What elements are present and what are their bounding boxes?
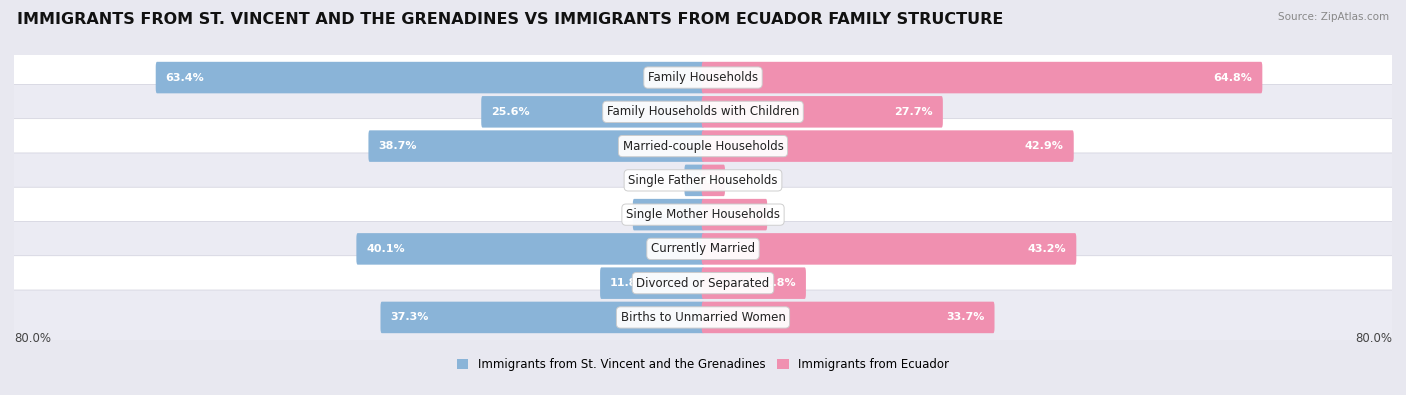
Text: 80.0%: 80.0% <box>14 332 51 345</box>
Text: 63.4%: 63.4% <box>166 73 204 83</box>
Text: Currently Married: Currently Married <box>651 243 755 256</box>
Text: Source: ZipAtlas.com: Source: ZipAtlas.com <box>1278 12 1389 22</box>
Text: 37.3%: 37.3% <box>391 312 429 322</box>
Text: 8.0%: 8.0% <box>643 210 673 220</box>
FancyBboxPatch shape <box>600 267 704 299</box>
FancyBboxPatch shape <box>11 50 1395 105</box>
Text: 11.8%: 11.8% <box>758 278 796 288</box>
Legend: Immigrants from St. Vincent and the Grenadines, Immigrants from Ecuador: Immigrants from St. Vincent and the Gren… <box>457 358 949 371</box>
FancyBboxPatch shape <box>702 199 768 230</box>
Text: 2.4%: 2.4% <box>685 175 716 185</box>
Text: Single Mother Households: Single Mother Households <box>626 208 780 221</box>
Text: Single Father Households: Single Father Households <box>628 174 778 187</box>
Text: 64.8%: 64.8% <box>1213 73 1253 83</box>
Text: IMMIGRANTS FROM ST. VINCENT AND THE GRENADINES VS IMMIGRANTS FROM ECUADOR FAMILY: IMMIGRANTS FROM ST. VINCENT AND THE GREN… <box>17 12 1004 27</box>
Text: 2.0%: 2.0% <box>695 175 725 185</box>
FancyBboxPatch shape <box>702 62 1263 93</box>
Text: Births to Unmarried Women: Births to Unmarried Women <box>620 311 786 324</box>
FancyBboxPatch shape <box>368 130 704 162</box>
Text: 43.2%: 43.2% <box>1028 244 1066 254</box>
FancyBboxPatch shape <box>381 302 704 333</box>
Text: Family Households: Family Households <box>648 71 758 84</box>
Text: 38.7%: 38.7% <box>378 141 416 151</box>
Text: 40.1%: 40.1% <box>367 244 405 254</box>
FancyBboxPatch shape <box>156 62 704 93</box>
FancyBboxPatch shape <box>11 222 1395 276</box>
FancyBboxPatch shape <box>702 96 943 128</box>
FancyBboxPatch shape <box>11 187 1395 242</box>
FancyBboxPatch shape <box>11 256 1395 310</box>
Text: Family Households with Children: Family Households with Children <box>607 105 799 118</box>
FancyBboxPatch shape <box>702 130 1074 162</box>
Text: 11.8%: 11.8% <box>610 278 648 288</box>
FancyBboxPatch shape <box>11 290 1395 345</box>
FancyBboxPatch shape <box>702 233 1077 265</box>
Text: 42.9%: 42.9% <box>1025 141 1064 151</box>
FancyBboxPatch shape <box>356 233 704 265</box>
Text: 80.0%: 80.0% <box>1355 332 1392 345</box>
Text: 7.3%: 7.3% <box>727 210 758 220</box>
Text: 33.7%: 33.7% <box>946 312 984 322</box>
Text: 25.6%: 25.6% <box>491 107 530 117</box>
FancyBboxPatch shape <box>11 118 1395 173</box>
FancyBboxPatch shape <box>702 267 806 299</box>
FancyBboxPatch shape <box>481 96 704 128</box>
FancyBboxPatch shape <box>685 165 704 196</box>
FancyBboxPatch shape <box>633 199 704 230</box>
FancyBboxPatch shape <box>11 85 1395 139</box>
FancyBboxPatch shape <box>702 302 994 333</box>
FancyBboxPatch shape <box>702 165 725 196</box>
Text: Married-couple Households: Married-couple Households <box>623 139 783 152</box>
FancyBboxPatch shape <box>11 153 1395 208</box>
Text: 27.7%: 27.7% <box>894 107 934 117</box>
Text: Divorced or Separated: Divorced or Separated <box>637 276 769 290</box>
